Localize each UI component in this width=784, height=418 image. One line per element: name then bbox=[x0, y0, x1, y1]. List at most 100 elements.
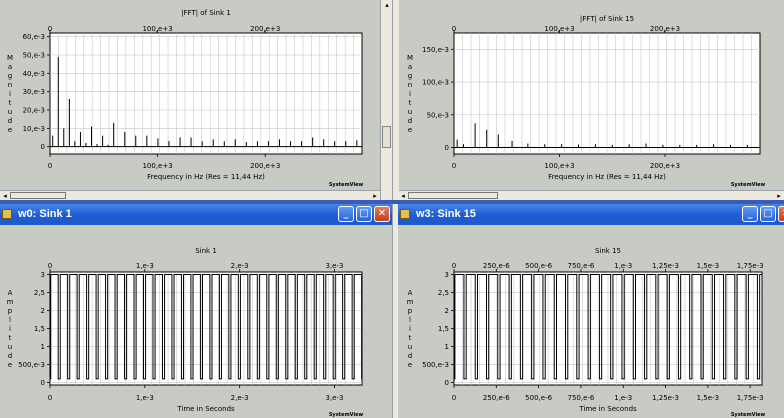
y-axis-label-char: e bbox=[8, 361, 12, 369]
scroll-thumb[interactable] bbox=[10, 192, 66, 199]
fft-sink-15-hscrollbar[interactable]: ◂ ▸ bbox=[398, 190, 784, 200]
y-tick-label: 1,5 bbox=[438, 325, 449, 333]
x-tick-label: 750,e-6 bbox=[567, 394, 594, 402]
y-axis-label-char: p bbox=[408, 307, 413, 315]
window-title: w3: Sink 15 bbox=[416, 208, 476, 220]
chart-title: |FFT| of Sink 15 bbox=[580, 15, 634, 23]
fft-sink-1-plot: |FFT| of Sink 1 0 0 100,e+3 100,e+3 200,e+3 20… bbox=[7, 9, 364, 188]
y-axis-label-char: i bbox=[409, 325, 411, 333]
x-tick-label: 100,e+3 bbox=[544, 162, 574, 170]
y-tick-label: 500,e-3 bbox=[18, 361, 45, 369]
x-tick-label: 1,e-3 bbox=[614, 394, 632, 402]
y-axis-label-char: i bbox=[9, 325, 11, 333]
scroll-left-arrow[interactable]: ◂ bbox=[3, 192, 7, 200]
systemview-logo: SystemView bbox=[731, 412, 766, 418]
y-tick-label: 2 bbox=[445, 307, 449, 315]
y-tick-label: 3 bbox=[41, 271, 45, 279]
y-axis-label-char: l bbox=[409, 316, 411, 324]
y-axis-label-char: t bbox=[409, 334, 412, 342]
window-w3-sink-15: w3: Sink 15 _ □ ✕ Sink 1500250,e-6250,e-… bbox=[398, 204, 784, 418]
x-tick-label: 250,e-6 bbox=[483, 394, 510, 402]
y-tick-label: 0 bbox=[445, 144, 449, 152]
x-tick-label: 1,e-3 bbox=[136, 394, 154, 402]
scroll-thumb[interactable] bbox=[408, 192, 498, 199]
x-axis-label: Frequency in Hz (Res = 11,44 Hz) bbox=[147, 173, 265, 181]
x-tick-label: 200,e+3 bbox=[650, 162, 680, 170]
systemview-logo: SystemView bbox=[329, 412, 364, 418]
y-axis-label-char: A bbox=[8, 289, 13, 297]
fft-sink-15-plot: |FFT| of Sink 15 0 0 100,e+3 100,e+3 200,e+3 2… bbox=[407, 15, 766, 188]
vscroll-thumb-top[interactable] bbox=[382, 126, 391, 148]
signal-trace bbox=[454, 274, 762, 380]
y-axis-label-char: d bbox=[8, 352, 12, 360]
x-tick-label: 0 bbox=[48, 394, 52, 402]
y-tick-label: 1,5 bbox=[34, 325, 45, 333]
x-axis-label: Time in Seconds bbox=[176, 405, 235, 413]
y-tick-label: 150,e-3 bbox=[422, 46, 449, 54]
y-tick-label: 50,e-3 bbox=[427, 111, 449, 119]
y-tick-label: 2,5 bbox=[438, 289, 449, 297]
y-axis-label-char: a bbox=[8, 63, 12, 71]
y-axis-label-char: u bbox=[408, 343, 412, 351]
x-tick-label: 1,25e-3 bbox=[652, 394, 679, 402]
y-axis-label-char: n bbox=[8, 81, 12, 89]
minimize-button[interactable]: _ bbox=[742, 206, 758, 222]
chart-title: |FFT| of Sink 1 bbox=[181, 9, 231, 17]
x-tick-label-top: 1,e-3 bbox=[614, 262, 632, 270]
y-axis-label-char: u bbox=[8, 343, 12, 351]
x-tick-label: 0 bbox=[452, 162, 456, 170]
scroll-right-arrow[interactable]: ▸ bbox=[373, 192, 377, 200]
x-tick-label-top: 200,e+3 bbox=[250, 25, 280, 33]
maximize-button[interactable]: □ bbox=[760, 206, 776, 222]
x-tick-label-top: 2,e-3 bbox=[231, 262, 249, 270]
chart-title: Sink 1 bbox=[195, 247, 217, 255]
systemview-logo: SystemView bbox=[731, 182, 766, 188]
y-tick-label: 30,e-3 bbox=[23, 88, 45, 96]
fft-sink-1-hscrollbar[interactable]: ◂ ▸ bbox=[0, 190, 380, 200]
y-axis-label-char: g bbox=[8, 72, 12, 80]
x-tick-label-top: 1,75e-3 bbox=[737, 262, 764, 270]
y-tick-label: 2,5 bbox=[34, 289, 45, 297]
x-tick-label-top: 1,25e-3 bbox=[652, 262, 679, 270]
y-axis-label-char: d bbox=[408, 352, 412, 360]
y-axis-label-char: d bbox=[8, 117, 12, 125]
window-app-icon bbox=[400, 209, 410, 219]
scroll-left-arrow[interactable]: ◂ bbox=[401, 192, 405, 200]
x-tick-label: 100,e+3 bbox=[142, 162, 172, 170]
x-tick-label-top: 0 bbox=[48, 25, 52, 33]
x-axis-label: Frequency in Hz (Res = 11,44 Hz) bbox=[548, 173, 666, 181]
x-tick-label-top: 0 bbox=[452, 262, 456, 270]
scroll-right-arrow[interactable]: ▸ bbox=[777, 192, 781, 200]
y-tick-label: 0 bbox=[445, 379, 449, 387]
y-axis-label-char: t bbox=[409, 99, 412, 107]
y-tick-label: 100,e-3 bbox=[422, 79, 449, 87]
sink-1-time-plot: Sink 1001,e-31,e-32,e-32,e-33,e-33,e-305… bbox=[7, 247, 364, 418]
x-tick-label-top: 500,e-6 bbox=[525, 262, 552, 270]
plot-area bbox=[49, 32, 363, 155]
y-axis-label-char: i bbox=[9, 90, 11, 98]
y-tick-label: 1 bbox=[445, 343, 449, 351]
y-axis-label-char: n bbox=[408, 81, 412, 89]
window-app-icon bbox=[2, 209, 12, 219]
right-vscrollbar[interactable] bbox=[392, 0, 399, 418]
signal-trace bbox=[50, 274, 363, 380]
y-tick-label: 1 bbox=[41, 343, 45, 351]
y-axis-label-char: d bbox=[408, 117, 412, 125]
minimize-button[interactable]: _ bbox=[338, 206, 354, 222]
w3-titlebar[interactable]: w3: Sink 15 _ □ ✕ bbox=[398, 204, 784, 225]
y-axis-label-char: m bbox=[7, 298, 14, 306]
x-tick-label-top: 100,e+3 bbox=[544, 25, 574, 33]
y-axis-label-char: a bbox=[408, 63, 412, 71]
x-tick-label-top: 1,e-3 bbox=[136, 262, 154, 270]
close-button[interactable]: ✕ bbox=[778, 206, 784, 222]
maximize-button[interactable]: □ bbox=[356, 206, 372, 222]
y-tick-label: 10,e-3 bbox=[23, 125, 45, 133]
close-button[interactable]: ✕ bbox=[374, 206, 390, 222]
y-tick-label: 20,e-3 bbox=[23, 107, 45, 115]
scroll-up-arrow[interactable]: ▴ bbox=[385, 1, 389, 9]
x-tick-label: 0 bbox=[48, 162, 52, 170]
window-fft-sink-15: |FFT| of Sink 15 0 0 100,e+3 100,e+3 200,e+3 2… bbox=[398, 0, 784, 200]
y-tick-label: 2 bbox=[41, 307, 45, 315]
w0-titlebar[interactable]: w0: Sink 1 _ □ ✕ bbox=[0, 204, 392, 225]
x-tick-label-top: 0 bbox=[48, 262, 52, 270]
